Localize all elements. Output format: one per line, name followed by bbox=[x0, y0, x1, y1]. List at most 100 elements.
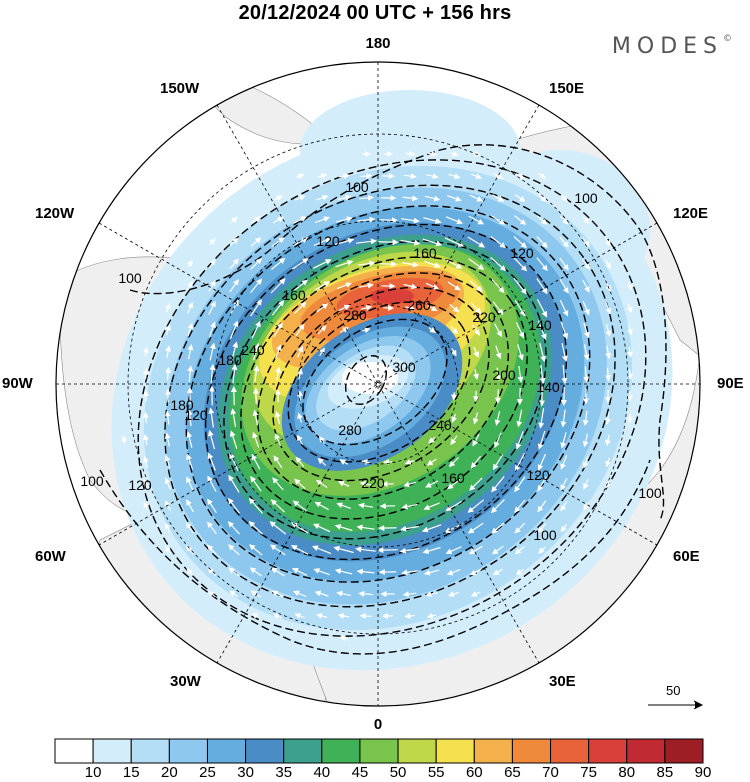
wind-vector-arrow bbox=[537, 194, 547, 202]
wind-vector-arrow bbox=[272, 477, 284, 491]
wind-vector-arrow bbox=[492, 568, 503, 576]
wind-vector-arrow bbox=[229, 320, 239, 339]
wind-vector-arrow bbox=[605, 480, 612, 489]
lon-label-60w: 60W bbox=[35, 548, 66, 565]
wind-vector-arrow bbox=[359, 480, 372, 487]
map-title: 20/12/2024 00 UTC + 156 hrs bbox=[238, 2, 512, 24]
vector-scale: 50 bbox=[646, 683, 704, 709]
wind-vector-arrow bbox=[274, 344, 282, 359]
wind-vector-arrow bbox=[164, 500, 172, 512]
wind-vector-arrow bbox=[317, 325, 327, 335]
contour-label: 100 bbox=[118, 270, 142, 286]
wind-vector-arrow bbox=[142, 346, 149, 357]
wind-vector-arrow bbox=[627, 413, 634, 424]
wind-vector-arrow bbox=[229, 279, 239, 293]
wind-vector-arrow bbox=[604, 412, 611, 425]
brand-logo: MODES© bbox=[612, 34, 732, 59]
wind-vector-arrow bbox=[317, 173, 328, 180]
contour-label: 200 bbox=[492, 367, 516, 383]
graticule bbox=[56, 62, 700, 706]
wind-vector-arrow bbox=[314, 590, 329, 597]
wind-vector-arrow bbox=[450, 435, 458, 446]
wind-vector-arrow bbox=[248, 497, 263, 514]
colorbar-label: 55 bbox=[427, 764, 445, 781]
wind-vector-arrow bbox=[423, 569, 440, 576]
wind-vector-arrow bbox=[472, 434, 480, 447]
wind-vector-arrow bbox=[538, 172, 547, 179]
wind-vector-arrow bbox=[491, 215, 506, 225]
colorbar bbox=[54, 738, 704, 764]
wind-vector-arrow bbox=[297, 368, 303, 380]
contour-label: 240 bbox=[428, 417, 452, 433]
map-disk: 100 100 100 100 100 100 120 120 120 120 120 140 140 1… bbox=[56, 62, 700, 706]
wind-vector-arrow bbox=[491, 545, 504, 555]
wind-vector-arrow bbox=[448, 457, 459, 468]
wind-vector-arrow bbox=[295, 323, 305, 336]
wind-vector-arrow bbox=[316, 194, 329, 201]
contour-label: 180 bbox=[170, 397, 194, 413]
wind-vector-arrow bbox=[292, 279, 308, 293]
colorbar-box bbox=[283, 738, 323, 764]
wind-vector-arrow bbox=[312, 523, 331, 533]
wind-vector-arrow bbox=[445, 216, 463, 225]
contour-label: 260 bbox=[407, 297, 431, 313]
wind-vector-arrow bbox=[208, 279, 216, 292]
wind-vector-arrow bbox=[186, 259, 193, 268]
wind-vector-arrow bbox=[121, 435, 128, 444]
wind-vector-arrow bbox=[228, 567, 239, 577]
wind-vector-arrow bbox=[274, 411, 281, 425]
wind-vector-arrow bbox=[164, 522, 172, 533]
wind-vector-arrow bbox=[294, 195, 306, 201]
wind-vector-arrow bbox=[404, 612, 415, 619]
wind-vector-arrow bbox=[207, 452, 216, 471]
wind-vector-arrow bbox=[291, 568, 308, 576]
wind-vector-arrow bbox=[337, 612, 350, 619]
wind-vector-arrow bbox=[402, 591, 417, 598]
wind-vector-arrow bbox=[208, 407, 215, 428]
vector-scale-arrow bbox=[648, 700, 704, 709]
wind-vector-arrow bbox=[517, 344, 524, 361]
wind-vector-arrow bbox=[490, 236, 507, 248]
colorbar-box bbox=[92, 738, 132, 764]
wind-vectors bbox=[121, 150, 634, 642]
wind-vector-arrow bbox=[537, 320, 547, 341]
wind-vector-arrow bbox=[319, 435, 325, 444]
wind-vector-arrow bbox=[467, 236, 486, 248]
wind-vector-arrow bbox=[230, 216, 238, 224]
wind-vector-arrow bbox=[448, 173, 461, 180]
colorbar-box bbox=[435, 738, 475, 764]
wind-vector-arrow bbox=[468, 215, 485, 225]
wind-vector-arrow bbox=[426, 173, 439, 180]
wind-vector-arrow bbox=[143, 501, 149, 511]
lon-label-180: 180 bbox=[365, 35, 391, 52]
wind-vector-arrow bbox=[293, 301, 307, 315]
contour-label: 300 bbox=[392, 359, 416, 375]
wind-vector-arrow bbox=[582, 237, 590, 247]
wind-vector-arrow bbox=[513, 256, 528, 272]
wind-vector-arrow bbox=[228, 544, 240, 556]
wind-vector-arrow bbox=[209, 363, 216, 384]
wind-vector-arrow bbox=[252, 342, 260, 361]
wind-vector-arrow bbox=[405, 305, 416, 311]
wind-vector-arrow bbox=[357, 260, 376, 267]
wind-vector-arrow bbox=[491, 522, 505, 534]
wind-vector-arrow bbox=[361, 459, 371, 466]
wind-vector-arrow bbox=[515, 569, 524, 576]
wind-vector-arrow bbox=[272, 216, 284, 224]
wind-vector-arrow bbox=[537, 500, 547, 513]
wind-vector-arrow bbox=[230, 341, 239, 362]
wind-vector-arrow bbox=[425, 591, 438, 598]
wind-vector-arrow bbox=[402, 195, 419, 202]
colorbar-label: 20 bbox=[161, 764, 178, 781]
wind-vector-arrow bbox=[253, 365, 260, 382]
colorbar-box bbox=[168, 738, 208, 764]
wind-vector-arrow bbox=[492, 194, 505, 202]
wind-vector-arrow bbox=[319, 347, 325, 357]
wind-vector-arrow bbox=[470, 302, 482, 314]
wind-vector-arrow bbox=[165, 302, 171, 313]
wind-vector-arrow bbox=[142, 368, 149, 379]
contour-label: 220 bbox=[361, 475, 385, 491]
map-boundary bbox=[55, 61, 701, 707]
wind-vector-arrow bbox=[164, 477, 171, 490]
wind-vector-arrow bbox=[249, 567, 262, 577]
